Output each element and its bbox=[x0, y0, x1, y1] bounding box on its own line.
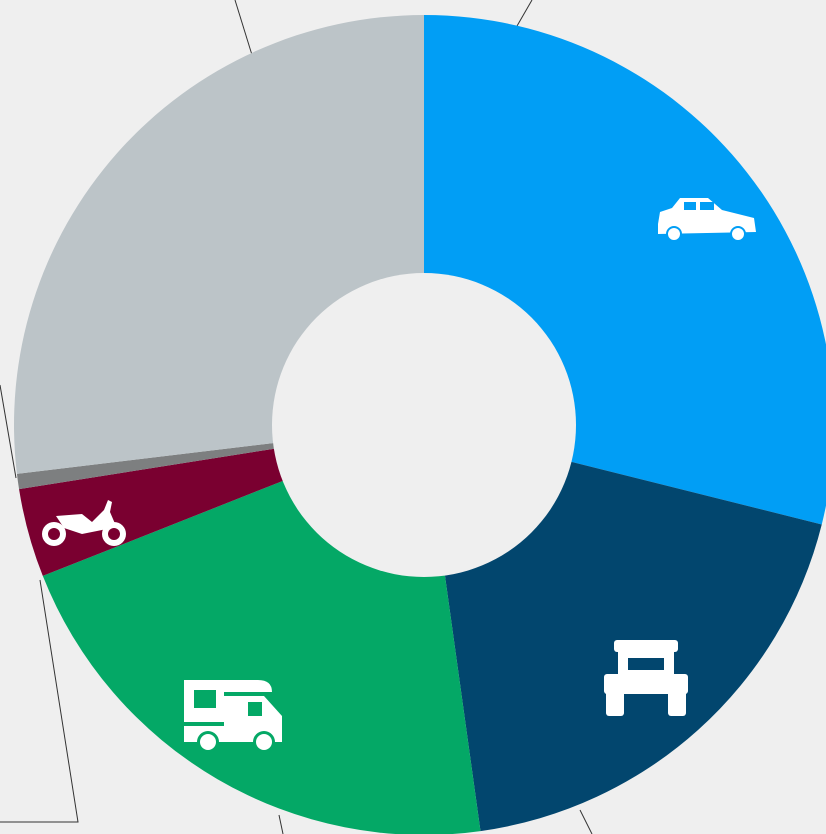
slice bbox=[16, 442, 276, 490]
slice bbox=[424, 15, 826, 525]
slice bbox=[42, 480, 481, 834]
leader-lines bbox=[0, 0, 593, 834]
leader-line bbox=[0, 384, 17, 479]
slices bbox=[13, 15, 826, 834]
leader-line bbox=[278, 814, 284, 834]
leader-line bbox=[579, 809, 593, 834]
motorbike-icon bbox=[42, 500, 126, 546]
icons bbox=[42, 198, 756, 753]
camper-icon bbox=[184, 680, 282, 753]
leader-line bbox=[516, 0, 533, 27]
slice bbox=[19, 448, 285, 576]
slice bbox=[13, 15, 424, 474]
leader-line bbox=[0, 579, 79, 823]
jeep-icon bbox=[604, 640, 688, 716]
donut-hole bbox=[272, 273, 576, 577]
leader-line bbox=[234, 0, 253, 56]
car-icon bbox=[658, 198, 756, 242]
